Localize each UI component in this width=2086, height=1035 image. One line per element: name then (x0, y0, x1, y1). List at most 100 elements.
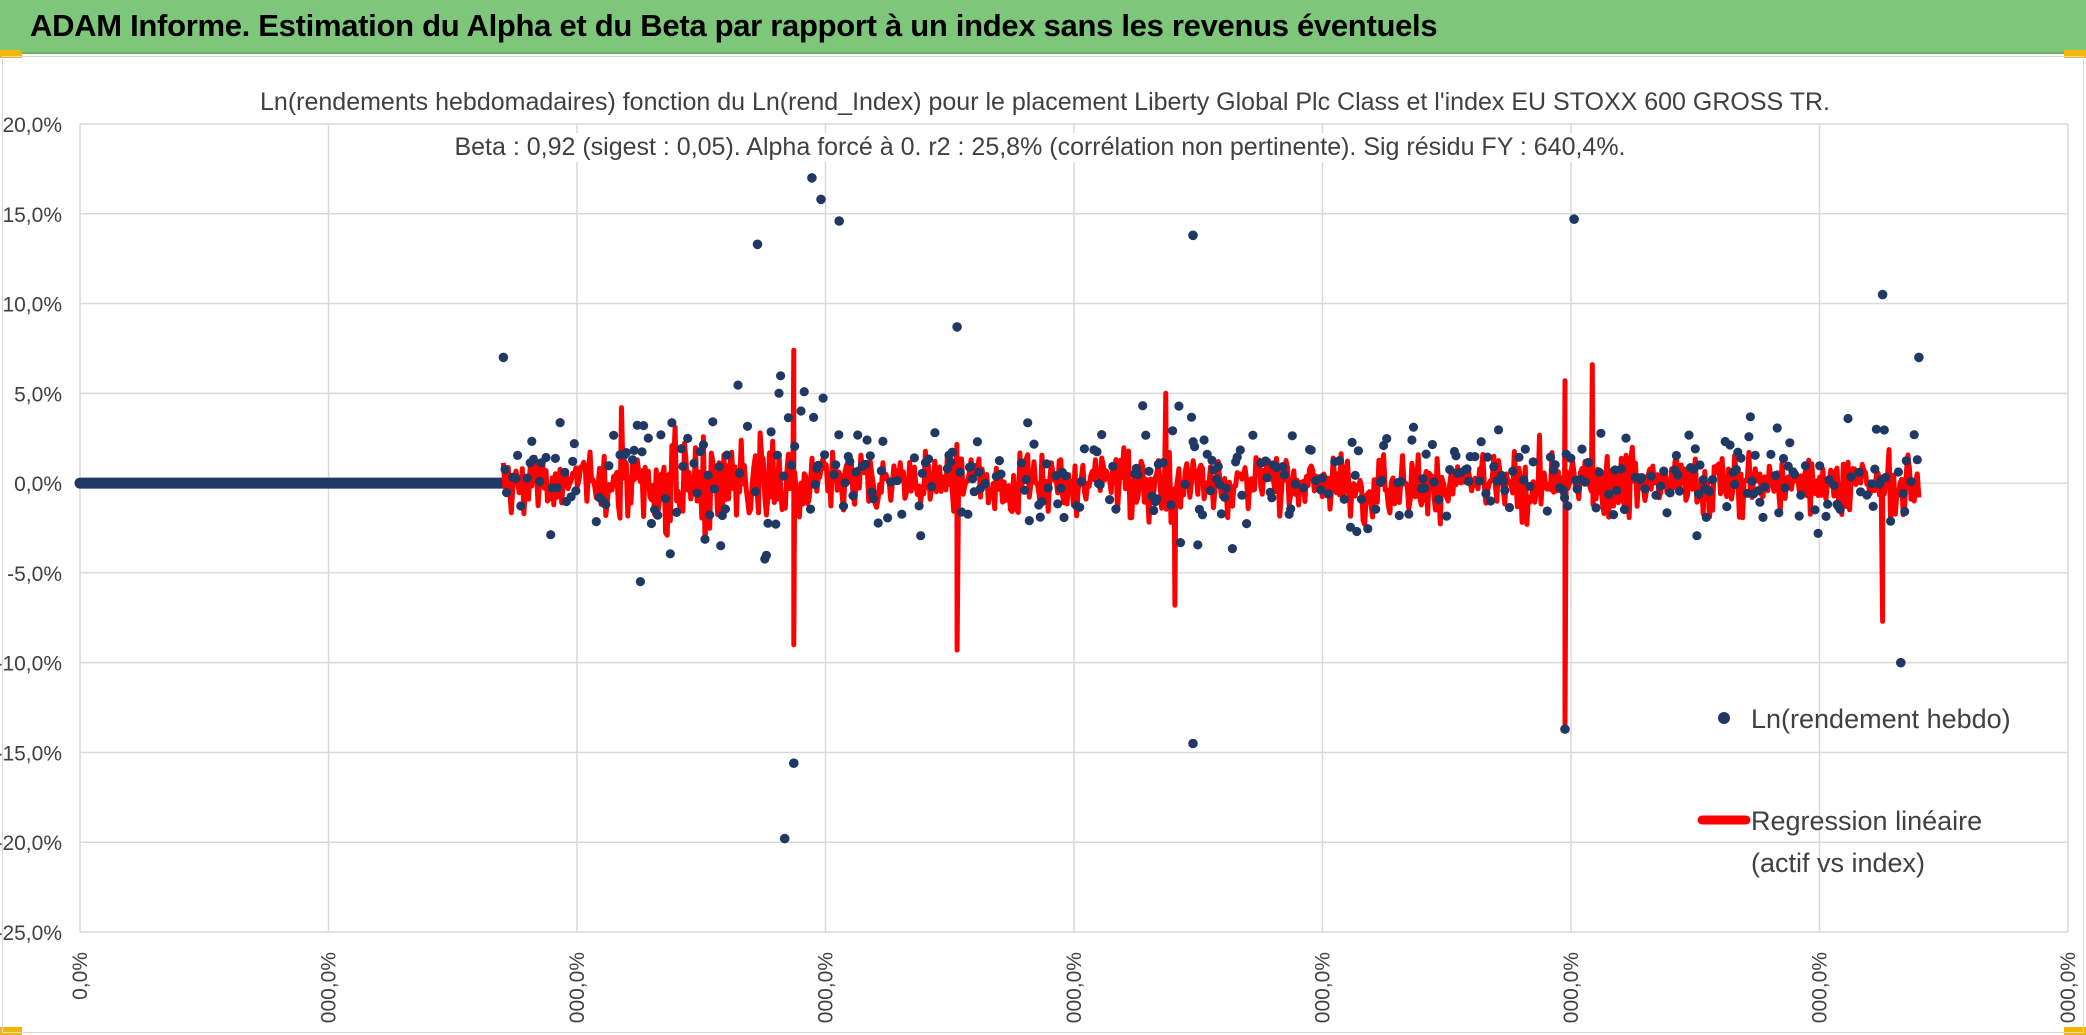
return-point (637, 447, 647, 457)
return-point (1056, 483, 1066, 493)
return-point (1298, 483, 1308, 493)
return-point (683, 433, 693, 443)
return-point (1060, 471, 1071, 481)
return-point (735, 468, 745, 478)
return-point (1470, 452, 1480, 462)
return-point (1651, 490, 1661, 500)
return-point (1772, 423, 1782, 433)
return-point (1566, 453, 1576, 463)
return-point (676, 444, 687, 454)
return-point (1730, 479, 1740, 490)
return-point (1227, 544, 1237, 554)
return-point (848, 491, 858, 501)
return-point (1835, 504, 1845, 514)
return-point (555, 418, 565, 428)
return-point (1232, 452, 1242, 462)
return-point (1043, 483, 1053, 493)
return-point (703, 470, 713, 480)
return-point (1334, 456, 1345, 466)
return-point (1760, 482, 1770, 492)
return-point (796, 406, 806, 416)
return-point (1429, 477, 1439, 487)
return-point (1193, 540, 1203, 550)
return-point (1138, 401, 1148, 411)
return-point (714, 462, 724, 472)
return-point (1394, 510, 1404, 521)
return-point (1612, 485, 1622, 496)
return-point (609, 430, 619, 440)
return-point (1279, 470, 1289, 480)
return-point (1563, 501, 1573, 511)
return-point (1158, 458, 1168, 468)
return-point (665, 549, 675, 559)
return-point (1823, 499, 1833, 509)
x-tick-label: 000,0% (815, 952, 838, 1023)
return-point (868, 494, 879, 504)
regression-series (500, 347, 1922, 727)
return-point (1476, 437, 1486, 447)
return-point (1286, 504, 1296, 514)
return-point (1418, 474, 1428, 484)
return-point (1144, 466, 1154, 476)
return-point (1846, 472, 1856, 482)
return-point (1698, 475, 1708, 485)
return-point (1186, 412, 1197, 422)
return-point (883, 513, 893, 523)
return-point (1550, 460, 1560, 470)
return-point (1736, 453, 1746, 463)
return-point (1168, 426, 1178, 436)
return-point (639, 421, 649, 431)
return-point (500, 464, 510, 474)
return-point (635, 577, 646, 587)
report-title: ADAM Informe. Estimation du Alpha et du … (30, 8, 1438, 43)
return-point (1504, 502, 1515, 513)
return-point (1870, 464, 1880, 474)
return-point (1363, 524, 1373, 534)
y-tick-label: 10,0% (2, 294, 62, 317)
x-tick-label: 0,0% (69, 952, 92, 1000)
return-point (1774, 508, 1784, 518)
return-point (1862, 490, 1872, 500)
return-point (1242, 519, 1252, 529)
return-point (829, 470, 839, 480)
return-point (1701, 512, 1711, 523)
return-point-outlier (1569, 214, 1579, 224)
return-point (698, 440, 709, 450)
return-point (840, 478, 850, 488)
return-point (1079, 444, 1089, 454)
return-point (1350, 470, 1360, 480)
x-tick-label: 000,0% (1063, 952, 1086, 1023)
return-point (628, 455, 638, 465)
return-point-outlier (1896, 657, 1906, 668)
return-point (678, 461, 688, 471)
return-point (629, 445, 639, 455)
return-point (763, 518, 773, 528)
return-point (1042, 459, 1052, 469)
return-point (1108, 461, 1118, 471)
return-point (873, 518, 883, 528)
return-point (1871, 424, 1881, 434)
return-point (1747, 476, 1757, 486)
return-point (1771, 470, 1781, 481)
return-point (1594, 467, 1604, 477)
return-point (604, 461, 614, 471)
chart-title-line-1: Ln(rendements hebdomadaires) fonction du… (260, 88, 1830, 117)
return-point (955, 467, 965, 477)
return-point (831, 460, 841, 470)
return-point (1656, 481, 1666, 491)
return-point (1339, 494, 1349, 504)
corner-marker-right (2064, 50, 2086, 58)
return-point (772, 450, 783, 460)
return-point (1498, 476, 1508, 486)
return-point (522, 473, 532, 483)
return-point (947, 447, 957, 457)
return-point (1235, 445, 1245, 455)
return-point (1675, 486, 1685, 496)
return-point (513, 450, 523, 460)
return-point (914, 501, 924, 511)
y-tick-label: -20,0% (0, 832, 62, 855)
return-point (528, 454, 539, 464)
return-point (661, 494, 671, 504)
return-point (1596, 428, 1606, 438)
return-point (1750, 450, 1760, 460)
